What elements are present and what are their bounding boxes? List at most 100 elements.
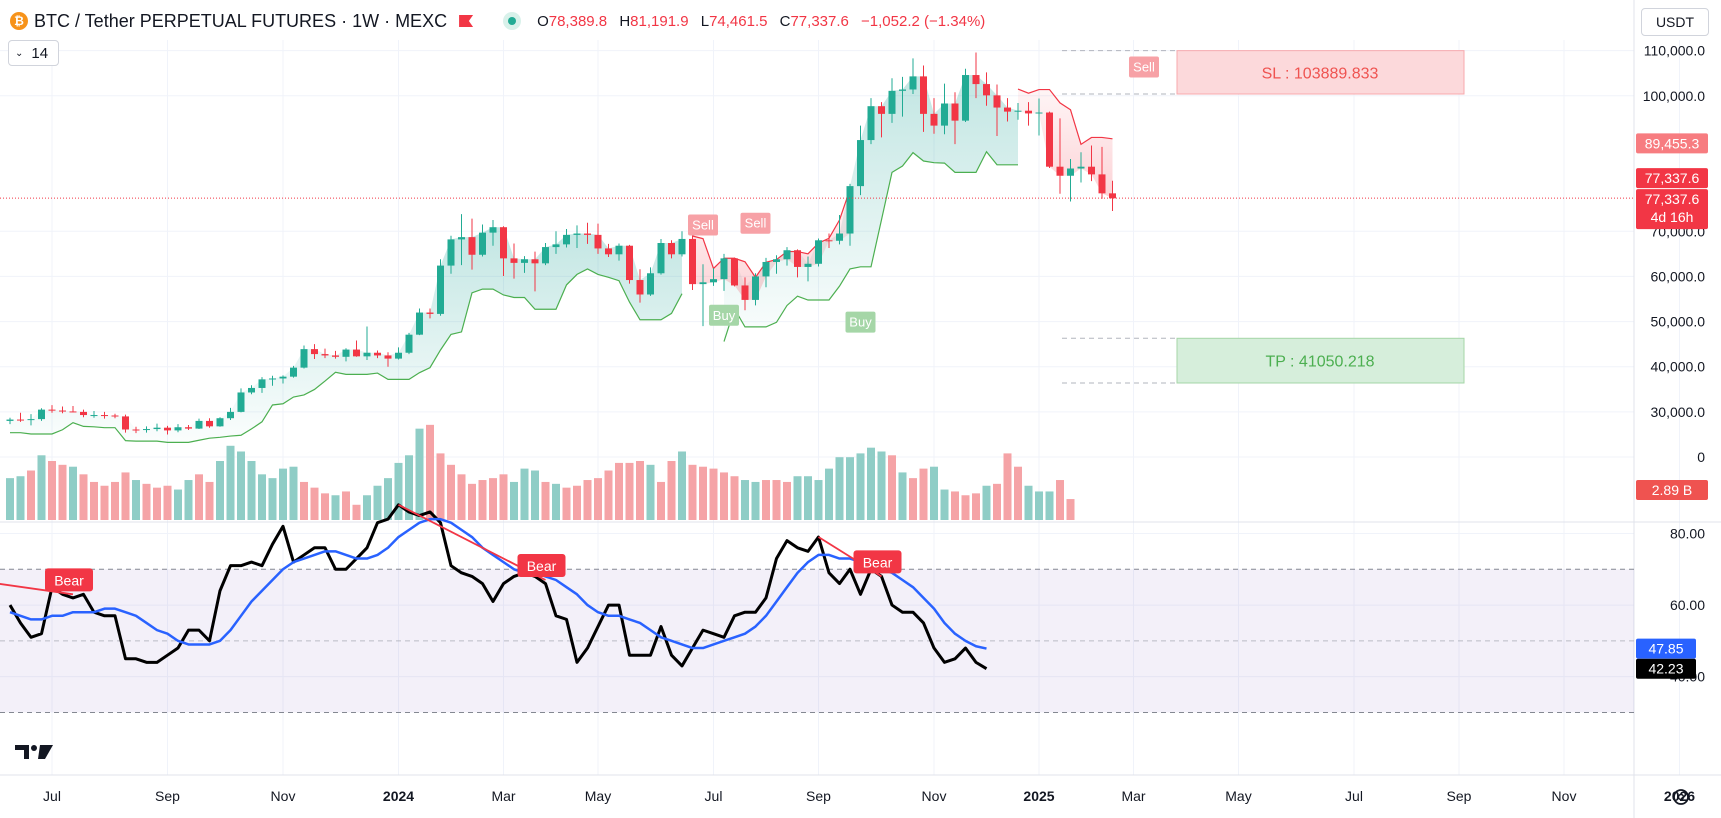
candle-body	[1109, 193, 1116, 199]
candle-body	[836, 233, 843, 241]
legend-header: ₿ BTC / Tether PERPETUAL FUTURES · 1W · …	[10, 8, 993, 34]
trend-support-line	[723, 150, 1018, 342]
tp-box[interactable]	[1176, 337, 1465, 384]
candle-body	[510, 258, 518, 263]
sl-label: SL : 103889.833	[1262, 65, 1379, 82]
volume-bar	[27, 470, 35, 520]
candle-body	[804, 263, 812, 267]
bear-label-text: Bear	[863, 554, 893, 570]
bear-label-bg	[853, 550, 902, 574]
volume-bar	[1045, 491, 1054, 520]
candle-body	[521, 259, 528, 263]
bear-divergence-label[interactable]: Bear	[45, 568, 93, 592]
volume-bar	[405, 455, 413, 520]
candle-body	[783, 250, 791, 260]
volume-bar	[478, 480, 487, 520]
buy-signal[interactable]: Buy	[845, 311, 876, 333]
candle-body	[1067, 168, 1074, 176]
volume-bar	[825, 468, 833, 520]
volume-bar	[594, 478, 602, 520]
candle-body	[227, 411, 234, 419]
ohlc-open-label: O	[537, 12, 549, 30]
rsi-ma-value-badge[interactable]: 47.85	[1636, 638, 1696, 659]
volume-badge[interactable]: 2.89 B	[1636, 480, 1708, 500]
sell-signal[interactable]: Sell	[1129, 56, 1159, 78]
volume-bar	[436, 453, 445, 520]
volume-bar	[121, 472, 130, 520]
volume-bar	[457, 474, 466, 520]
indicator-length-input[interactable]: ⌄ 14	[8, 40, 60, 66]
ohlc-low-label: L	[700, 12, 710, 30]
candle-body	[363, 352, 371, 357]
currency-select[interactable]: USDT	[1641, 8, 1709, 36]
candles	[6, 52, 1116, 435]
volume-bar	[37, 455, 46, 520]
volume-bar	[384, 478, 392, 520]
signal-box	[688, 214, 718, 236]
buy-signal[interactable]: Buy	[709, 304, 739, 326]
gear-icon[interactable]	[1673, 789, 1689, 805]
volume-bar	[58, 464, 67, 520]
candle-body	[762, 261, 770, 277]
volume-bar	[373, 485, 382, 520]
market-status-icon[interactable]	[503, 12, 522, 30]
volume-bar	[16, 476, 25, 520]
volume-bar	[1056, 480, 1064, 520]
candle-body	[426, 312, 434, 314]
trend-fill-up	[10, 227, 682, 443]
rsi-ma-line	[9, 517, 987, 650]
close-price-badge[interactable]: 77,337.6	[1636, 168, 1708, 189]
candle-body	[594, 234, 602, 249]
sell-signal[interactable]: Sell	[688, 214, 718, 236]
volume-bar	[468, 483, 476, 520]
rsi-value-badge[interactable]: 42.23	[1636, 658, 1696, 679]
volume-bar	[667, 461, 676, 520]
flag-icon[interactable]	[459, 15, 474, 27]
bear-divergence-label[interactable]: Bear	[853, 550, 902, 574]
candle-body	[185, 427, 192, 429]
ohlc-high-value: 81,191.9	[630, 12, 689, 30]
candle-body	[248, 387, 255, 393]
candle-body	[237, 392, 245, 412]
bear-divergence-label[interactable]: Bear	[517, 553, 566, 577]
volume-bar	[1003, 453, 1012, 520]
time-tick-label: Mar	[1121, 788, 1145, 804]
candle-body	[741, 285, 749, 300]
volume-bar	[877, 451, 886, 520]
price-tick-label: 40,000.0	[1651, 359, 1706, 375]
symbol-title[interactable]: BTC / Tether PERPETUAL FUTURES · 1W · ME…	[34, 10, 448, 31]
candle-body	[794, 250, 801, 267]
sell-signal[interactable]: Sell	[740, 212, 771, 234]
volume-bar	[636, 461, 644, 520]
candle-body	[1098, 174, 1106, 194]
volume-bar	[531, 470, 539, 520]
candle-body	[846, 186, 854, 234]
axis-badge-bg	[1636, 638, 1696, 659]
axis-badge-bg	[1636, 658, 1696, 679]
candle-body	[563, 234, 570, 245]
volume-bar	[919, 468, 928, 520]
volume-bar	[100, 485, 109, 520]
axis-badge-bg	[1636, 189, 1708, 230]
candle-body	[153, 427, 161, 430]
trend-support-line	[10, 268, 683, 443]
volume-bar	[762, 480, 770, 520]
volume-bar	[447, 464, 455, 520]
tp-label: TP : 41050.218	[1265, 354, 1374, 371]
countdown-badge[interactable]: 77,337.6 4d 16h	[1636, 189, 1708, 230]
candle-body	[542, 247, 549, 264]
volume-bar	[1066, 499, 1075, 520]
volume-bar	[226, 445, 235, 520]
candle-body	[773, 259, 780, 262]
sl-box[interactable]	[1176, 50, 1465, 95]
candle-body	[479, 232, 486, 255]
candle-body	[1046, 112, 1053, 167]
volume-bar	[909, 478, 917, 520]
volume-bar	[163, 485, 172, 520]
candle-body	[1035, 112, 1043, 114]
volume-bar	[1035, 491, 1043, 520]
ma-price-badge[interactable]: 89,455.3	[1636, 133, 1708, 154]
candle-body	[395, 352, 402, 359]
candle-body	[38, 409, 45, 420]
